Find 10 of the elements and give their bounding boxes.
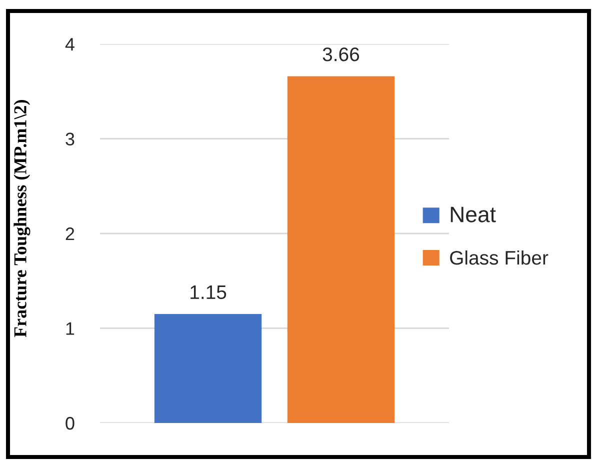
data-label: 3.66 — [322, 47, 360, 62]
y-tick-label: 1 — [66, 322, 74, 335]
legend-label: Glass Fiber — [450, 250, 548, 265]
data-label: 1.15 — [190, 286, 226, 300]
y-axis-title: Fracture Toughness (MP.m1\2) — [14, 100, 30, 338]
y-tick-label: 4 — [65, 38, 74, 51]
legend-label: Neat — [450, 206, 496, 222]
y-tick-label: 2 — [66, 227, 74, 240]
y-tick-label: 0 — [66, 416, 74, 430]
y-tick-label: 3 — [66, 132, 74, 146]
